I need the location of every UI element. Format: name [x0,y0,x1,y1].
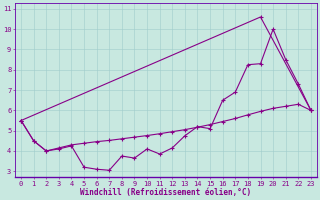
X-axis label: Windchill (Refroidissement éolien,°C): Windchill (Refroidissement éolien,°C) [80,188,252,197]
